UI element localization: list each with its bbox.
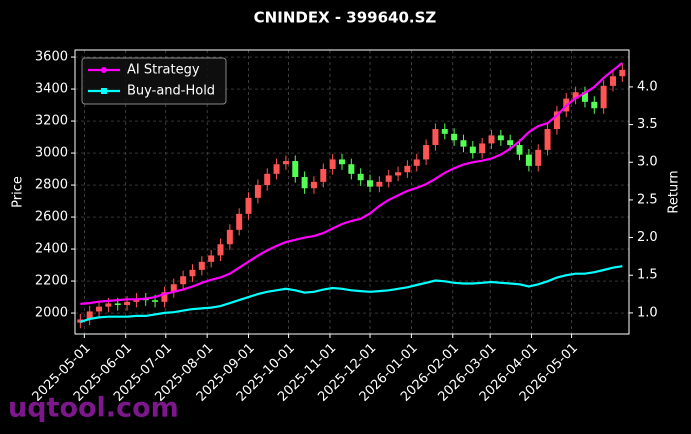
legend-marker bbox=[101, 88, 107, 94]
candle-body bbox=[469, 146, 476, 154]
y2-tick-label: 3.0 bbox=[637, 155, 658, 170]
legend-label: Buy-and-Hold bbox=[127, 84, 215, 99]
y-tick-label: 2000 bbox=[35, 306, 68, 321]
candle-body bbox=[357, 173, 364, 181]
candle-body bbox=[581, 92, 588, 102]
candle-body bbox=[441, 129, 448, 134]
watermark: uqtool.com bbox=[8, 393, 179, 424]
candle-body bbox=[423, 145, 430, 160]
candle-body bbox=[479, 143, 486, 154]
candle-body bbox=[161, 292, 168, 302]
y2-tick-label: 2.5 bbox=[637, 192, 658, 207]
candle-body bbox=[385, 175, 392, 182]
candle-body bbox=[310, 181, 317, 189]
y2-tick-label: 1.0 bbox=[637, 305, 658, 320]
y-tick-label: 3200 bbox=[35, 114, 68, 129]
candle-body bbox=[198, 261, 205, 270]
y-tick-label: 3000 bbox=[35, 146, 68, 161]
candle-body bbox=[86, 311, 93, 320]
y-tick-label: 2400 bbox=[35, 242, 68, 257]
candle-body bbox=[208, 255, 215, 262]
candle-body bbox=[254, 185, 261, 198]
y2-axis-label: Return bbox=[667, 170, 682, 213]
legend-marker bbox=[101, 67, 107, 73]
y-tick-label: 2200 bbox=[35, 274, 68, 289]
candle-body bbox=[226, 229, 233, 245]
candle-body bbox=[572, 92, 579, 99]
candle-body bbox=[292, 161, 299, 178]
candle-body bbox=[170, 284, 177, 293]
candle-body bbox=[273, 164, 280, 174]
candle-body bbox=[507, 140, 514, 146]
candle-body bbox=[245, 197, 252, 214]
candle-body bbox=[217, 244, 224, 256]
candle-body bbox=[152, 300, 159, 302]
candle-body bbox=[432, 129, 439, 146]
candle-body bbox=[367, 180, 374, 187]
chart-title: CNINDEX - 399640.SZ bbox=[254, 9, 437, 27]
candle-body bbox=[460, 140, 467, 147]
y2-tick-label: 4.0 bbox=[637, 79, 658, 94]
candle-body bbox=[451, 133, 458, 141]
candle-body bbox=[282, 161, 289, 165]
y-axis-label: Price bbox=[11, 176, 26, 208]
y2-tick-label: 3.5 bbox=[637, 117, 658, 132]
candle-body bbox=[320, 169, 327, 182]
candle-body bbox=[376, 181, 383, 187]
y-tick-label: 2800 bbox=[35, 178, 68, 193]
candle-body bbox=[105, 303, 112, 307]
candle-body bbox=[180, 276, 187, 285]
plot-frame bbox=[74, 49, 630, 335]
candle-body bbox=[525, 154, 532, 166]
candle-body bbox=[264, 173, 271, 186]
candle-body bbox=[329, 159, 336, 170]
candle-body bbox=[404, 165, 411, 173]
candle-body bbox=[516, 145, 523, 155]
candle-body bbox=[348, 164, 355, 174]
candle-body bbox=[236, 213, 243, 230]
candle-body bbox=[600, 85, 607, 109]
candle-body bbox=[591, 101, 598, 109]
candle-body bbox=[301, 177, 308, 189]
candle-body bbox=[413, 159, 420, 166]
candle-body bbox=[535, 149, 542, 166]
candle-body bbox=[189, 269, 196, 277]
y2-tick-label: 1.5 bbox=[637, 268, 658, 283]
candle-body bbox=[338, 159, 345, 165]
y2-tick-label: 2.0 bbox=[637, 230, 658, 245]
line-series bbox=[79, 265, 623, 323]
y-tick-label: 3400 bbox=[35, 82, 68, 97]
candle-body bbox=[114, 303, 121, 306]
candle-body bbox=[124, 301, 131, 306]
candle-body bbox=[488, 135, 495, 144]
candle-body bbox=[544, 129, 551, 150]
candle-body bbox=[553, 111, 560, 130]
candle-body bbox=[497, 135, 504, 141]
y-tick-label: 2600 bbox=[35, 210, 68, 225]
line-series bbox=[80, 61, 623, 305]
candle-body bbox=[395, 172, 402, 176]
candle-body bbox=[619, 69, 626, 77]
y-tick-label: 3600 bbox=[35, 50, 68, 65]
candle-body bbox=[609, 76, 616, 86]
legend-label: AI Strategy bbox=[127, 63, 200, 78]
candle-body bbox=[96, 306, 103, 312]
